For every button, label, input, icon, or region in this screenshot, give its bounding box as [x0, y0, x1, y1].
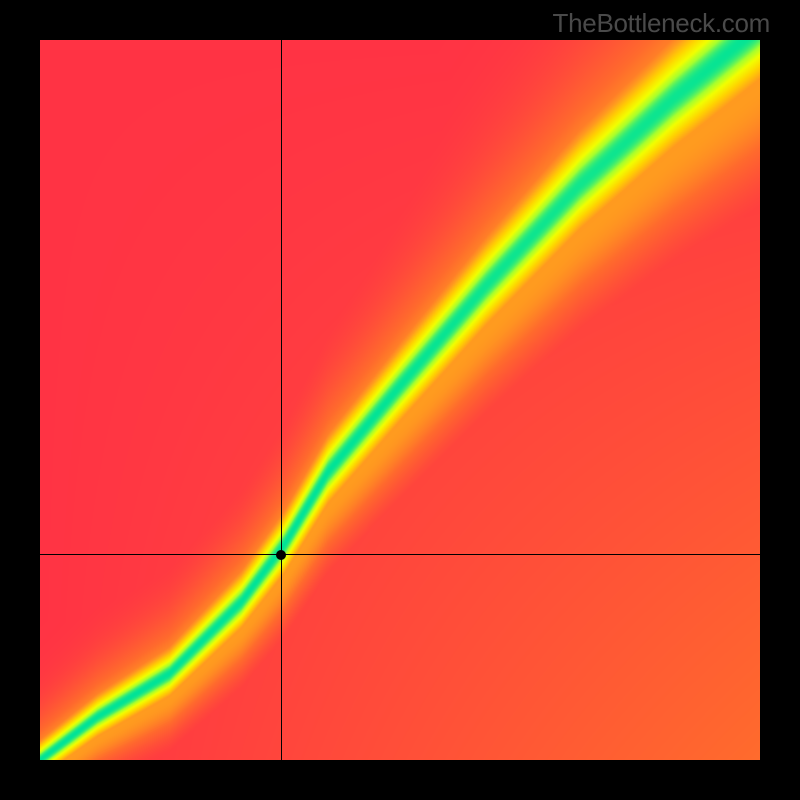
crosshair-horizontal — [40, 554, 760, 555]
crosshair-vertical — [281, 40, 282, 760]
heatmap-canvas — [40, 40, 760, 760]
watermark-text: TheBottleneck.com — [553, 8, 770, 39]
bottleneck-heatmap — [40, 40, 760, 760]
crosshair-marker-dot — [276, 550, 286, 560]
